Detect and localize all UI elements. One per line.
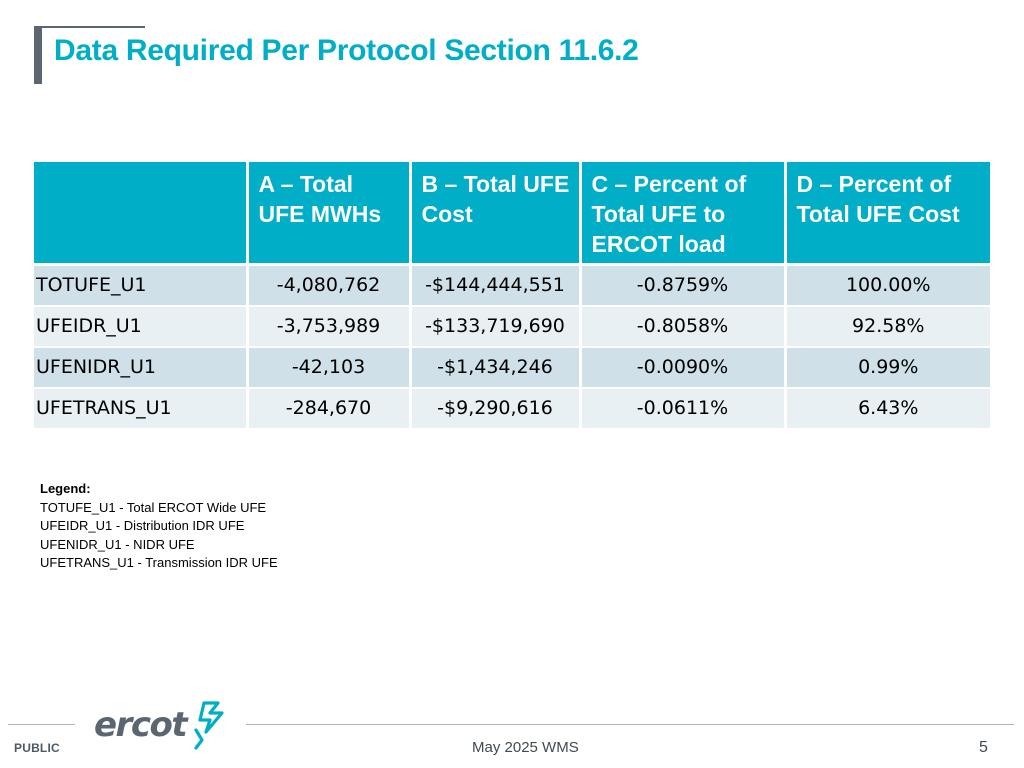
title-accent-line xyxy=(34,26,145,28)
ufe-data-table: A – Total UFE MWHs B – Total UFE Cost C … xyxy=(34,162,990,430)
row-label: TOTUFE_U1 xyxy=(34,264,249,307)
table-row: UFENIDR_U1 -42,103 -$1,434,246 -0.0090% … xyxy=(34,346,990,389)
cell-percent-cost: 100.00% xyxy=(785,264,990,307)
header-total-ufe-cost: B – Total UFE Cost xyxy=(410,162,582,266)
row-label: UFENIDR_U1 xyxy=(34,346,249,389)
cell-ufe-cost: -$133,719,690 xyxy=(410,305,582,348)
cell-ufe-mwhs: -4,080,762 xyxy=(247,264,412,307)
footer-divider-right xyxy=(246,724,1014,725)
classification-label: PUBLIC xyxy=(14,741,60,755)
title-accent-bar xyxy=(34,26,42,84)
cell-percent-load: -0.0090% xyxy=(580,346,787,389)
cell-ufe-cost: -$1,434,246 xyxy=(410,346,582,389)
cell-percent-load: -0.0611% xyxy=(580,387,787,430)
cell-ufe-cost: -$9,290,616 xyxy=(410,387,582,430)
cell-ufe-cost: -$144,444,551 xyxy=(410,264,582,307)
cell-percent-load: -0.8759% xyxy=(580,264,787,307)
legend-title: Legend: xyxy=(40,481,91,496)
cell-percent-load: -0.8058% xyxy=(580,305,787,348)
ercot-logo: ercot xyxy=(94,701,224,750)
footer-divider-left xyxy=(8,724,75,725)
header-empty-cell xyxy=(34,162,249,266)
header-percent-ufe-cost: D – Percent of Total UFE Cost xyxy=(785,162,990,266)
ercot-logo-wordmark: ercot xyxy=(94,705,189,745)
cell-ufe-mwhs: -3,753,989 xyxy=(247,305,412,348)
row-label: UFEIDR_U1 xyxy=(34,305,249,348)
cell-ufe-mwhs: -42,103 xyxy=(247,346,412,389)
cell-percent-cost: 0.99% xyxy=(785,346,990,389)
legend-item: TOTUFE_U1 - Total ERCOT Wide UFE xyxy=(40,499,267,515)
legend-item: UFETRANS_U1 - Transmission IDR UFE xyxy=(40,555,278,570)
table-header-row: A – Total UFE MWHs B – Total UFE Cost C … xyxy=(34,162,990,266)
row-label: UFETRANS_U1 xyxy=(34,387,249,430)
legend-item: UFENIDR_U1 - NIDR UFE xyxy=(40,536,195,552)
legend-item: UFEIDR_U1 - Distribution IDR UFE xyxy=(40,518,245,533)
lightning-bolt-icon xyxy=(194,701,224,750)
table-row: UFEIDR_U1 -3,753,989 -$133,719,690 -0.80… xyxy=(34,305,990,348)
header-total-ufe-mwhs: A – Total UFE MWHs xyxy=(247,162,412,266)
cell-ufe-mwhs: -284,670 xyxy=(247,387,412,430)
slide-title: Data Required Per Protocol Section 11.6.… xyxy=(54,34,639,67)
cell-percent-cost: 92.58% xyxy=(785,305,990,348)
table-row: TOTUFE_U1 -4,080,762 -$144,444,551 -0.87… xyxy=(34,264,990,307)
legend: Legend: TOTUFE_U1 - Total ERCOT Wide UFE… xyxy=(40,480,278,573)
page-number: 5 xyxy=(979,739,988,756)
footer-meeting-label: May 2025 WMS xyxy=(472,739,579,756)
header-percent-ufe-to-load: C – Percent of Total UFE to ERCOT load xyxy=(580,162,787,266)
cell-percent-cost: 6.43% xyxy=(785,387,990,430)
table-row: UFETRANS_U1 -284,670 -$9,290,616 -0.0611… xyxy=(34,387,990,430)
